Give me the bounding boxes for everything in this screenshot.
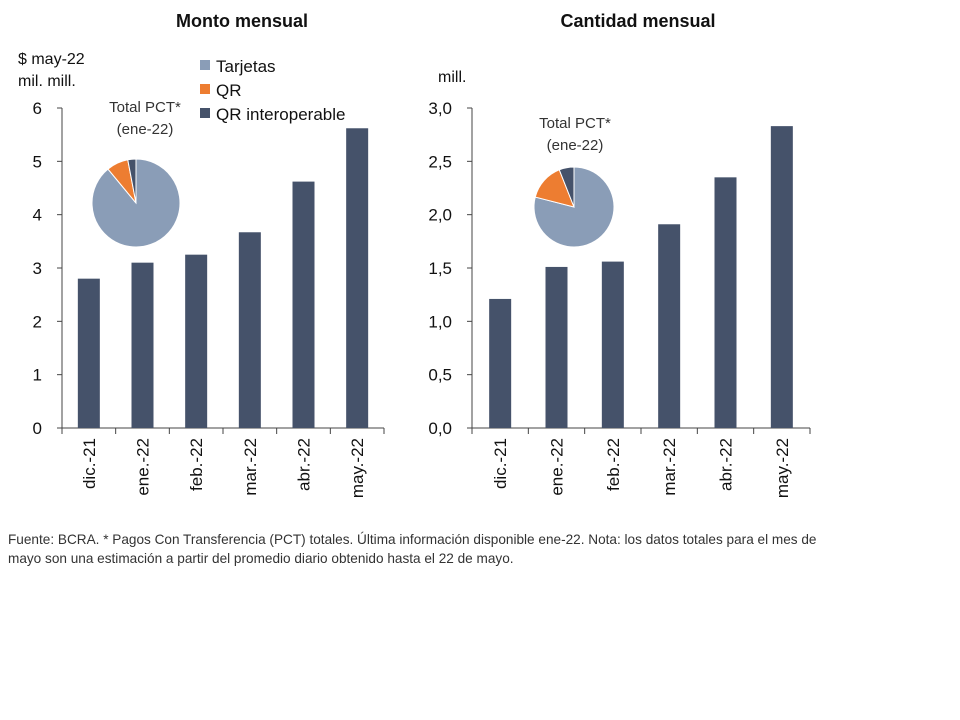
bar-dic-21 [489,298,512,428]
bar-ene-22 [545,266,568,428]
y-tick-label: 5 [33,152,42,171]
bar-mar-22 [658,224,681,428]
y-tick-label: 0 [33,419,42,438]
y-tick-label: 2,5 [428,152,452,171]
y-tick-label: 0,5 [428,366,452,385]
x-tick-label: may.-22 [773,438,792,498]
y-tick-label: 2,0 [428,206,452,225]
bar-may-22 [770,126,793,428]
chart-title: Monto mensual [176,11,308,31]
y-tick-label: 1,0 [428,312,452,331]
x-tick-label: abr.-22 [717,438,736,491]
legend-swatch-qr [200,84,210,94]
pie-slice-qr-interoperable [127,158,137,204]
y-axis-unit-label: mil. mill. [18,73,76,90]
y-tick-label: 0,0 [428,419,452,438]
footnote: Fuente: BCRA. * Pagos Con Transferencia … [8,532,817,566]
chart-monto-mensual: Monto mensual $ may-22 mil. mill. 0 1 2 3 4 5 6 di… [18,11,385,498]
bar-feb-22 [185,254,208,428]
legend-label: QR interoperable [216,105,345,124]
x-tick-label: mar.-22 [241,438,260,496]
x-tick-label: mar.-22 [660,438,679,496]
y-axis-unit-label: mill. [438,69,466,86]
x-tick-label: may.-22 [348,438,367,498]
x-tick-label: abr.-22 [295,438,314,491]
x-tick-label: ene.-22 [548,438,567,496]
bar-may-22 [346,128,369,428]
chart-title: Cantidad mensual [560,11,715,31]
legend-label: QR [216,81,242,100]
x-tick-label: feb.-22 [604,438,623,491]
bar-dic-21 [77,278,100,428]
bar-ene-22 [131,262,154,428]
y-tick-label: 1,5 [428,259,452,278]
legend-swatch-qr-interoperable [200,108,210,118]
y-tick-label: 4 [33,206,42,225]
y-tick-label: 3 [33,259,42,278]
pie-slice-qr-interoperable [558,166,575,208]
bar-abr-22 [292,181,315,428]
x-tick-label: feb.-22 [187,438,206,491]
bar-mar-22 [238,232,261,428]
legend-swatch-tarjetas [200,60,210,70]
y-tick-label: 6 [33,99,42,118]
legend-label: Tarjetas [216,57,276,76]
y-tick-label: 2 [33,312,42,331]
bar-abr-22 [714,177,737,428]
bar-feb-22 [601,261,624,428]
chart-cantidad-mensual: Cantidad mensual mill. 0,0 0,5 1,0 1,5 2,0 2,5 3… [428,11,811,498]
pie-label: Total PCT* [109,99,181,116]
y-axis-unit-label: $ may-22 [18,51,85,68]
x-tick-label: dic.-21 [80,438,99,489]
x-tick-label: ene.-22 [134,438,153,496]
pie-label: (ene-22) [547,137,604,154]
pie-label: Total PCT* [539,115,611,132]
y-tick-label: 3,0 [428,99,452,118]
x-tick-label: dic.-21 [491,438,510,489]
legend: Tarjetas QR QR interoperable [200,57,345,124]
y-tick-label: 1 [33,366,42,385]
pie-label: (ene-22) [117,121,174,138]
